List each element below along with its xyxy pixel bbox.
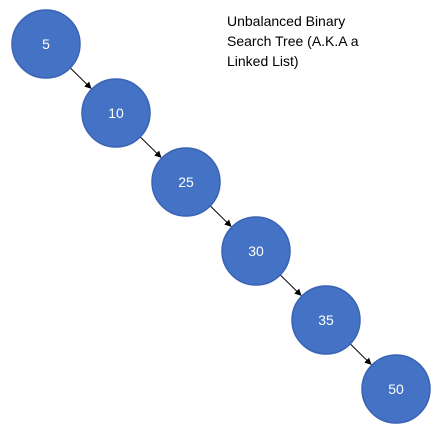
edge-n35-n50 (349, 343, 372, 365)
node-circle-35 (291, 285, 361, 355)
node-circle-10 (81, 78, 151, 148)
node-label-10: 10 (108, 105, 124, 121)
nodes-layer: 5 10 25 30 35 50 (11, 9, 431, 424)
node-label-50: 50 (388, 381, 404, 397)
caption-line-1: Unbalanced Binary (227, 13, 346, 29)
edge-n5-n10 (69, 67, 92, 89)
tree-node-25: 25 (151, 147, 221, 217)
edges-layer (69, 67, 372, 365)
tree-node-5: 5 (11, 9, 81, 79)
node-circle-5 (11, 9, 81, 79)
node-label-25: 25 (178, 174, 194, 190)
node-circle-25 (151, 147, 221, 217)
node-circle-50 (361, 354, 431, 424)
tree-node-30: 30 (221, 216, 291, 286)
tree-node-10: 10 (81, 78, 151, 148)
node-label-30: 30 (248, 243, 264, 259)
tree-node-35: 35 (291, 285, 361, 355)
edge-n10-n25 (139, 136, 162, 158)
node-label-5: 5 (42, 36, 50, 52)
node-label-35: 35 (318, 312, 334, 328)
diagram-caption: Unbalanced Binary Search Tree (A.K.A a L… (227, 11, 427, 71)
caption-line-3: Linked List) (227, 53, 299, 69)
tree-node-50: 50 (361, 354, 431, 424)
edge-n30-n35 (279, 274, 302, 296)
edge-n25-n30 (209, 205, 232, 227)
node-circle-30 (221, 216, 291, 286)
caption-line-2: Search Tree (A.K.A a (227, 33, 359, 49)
